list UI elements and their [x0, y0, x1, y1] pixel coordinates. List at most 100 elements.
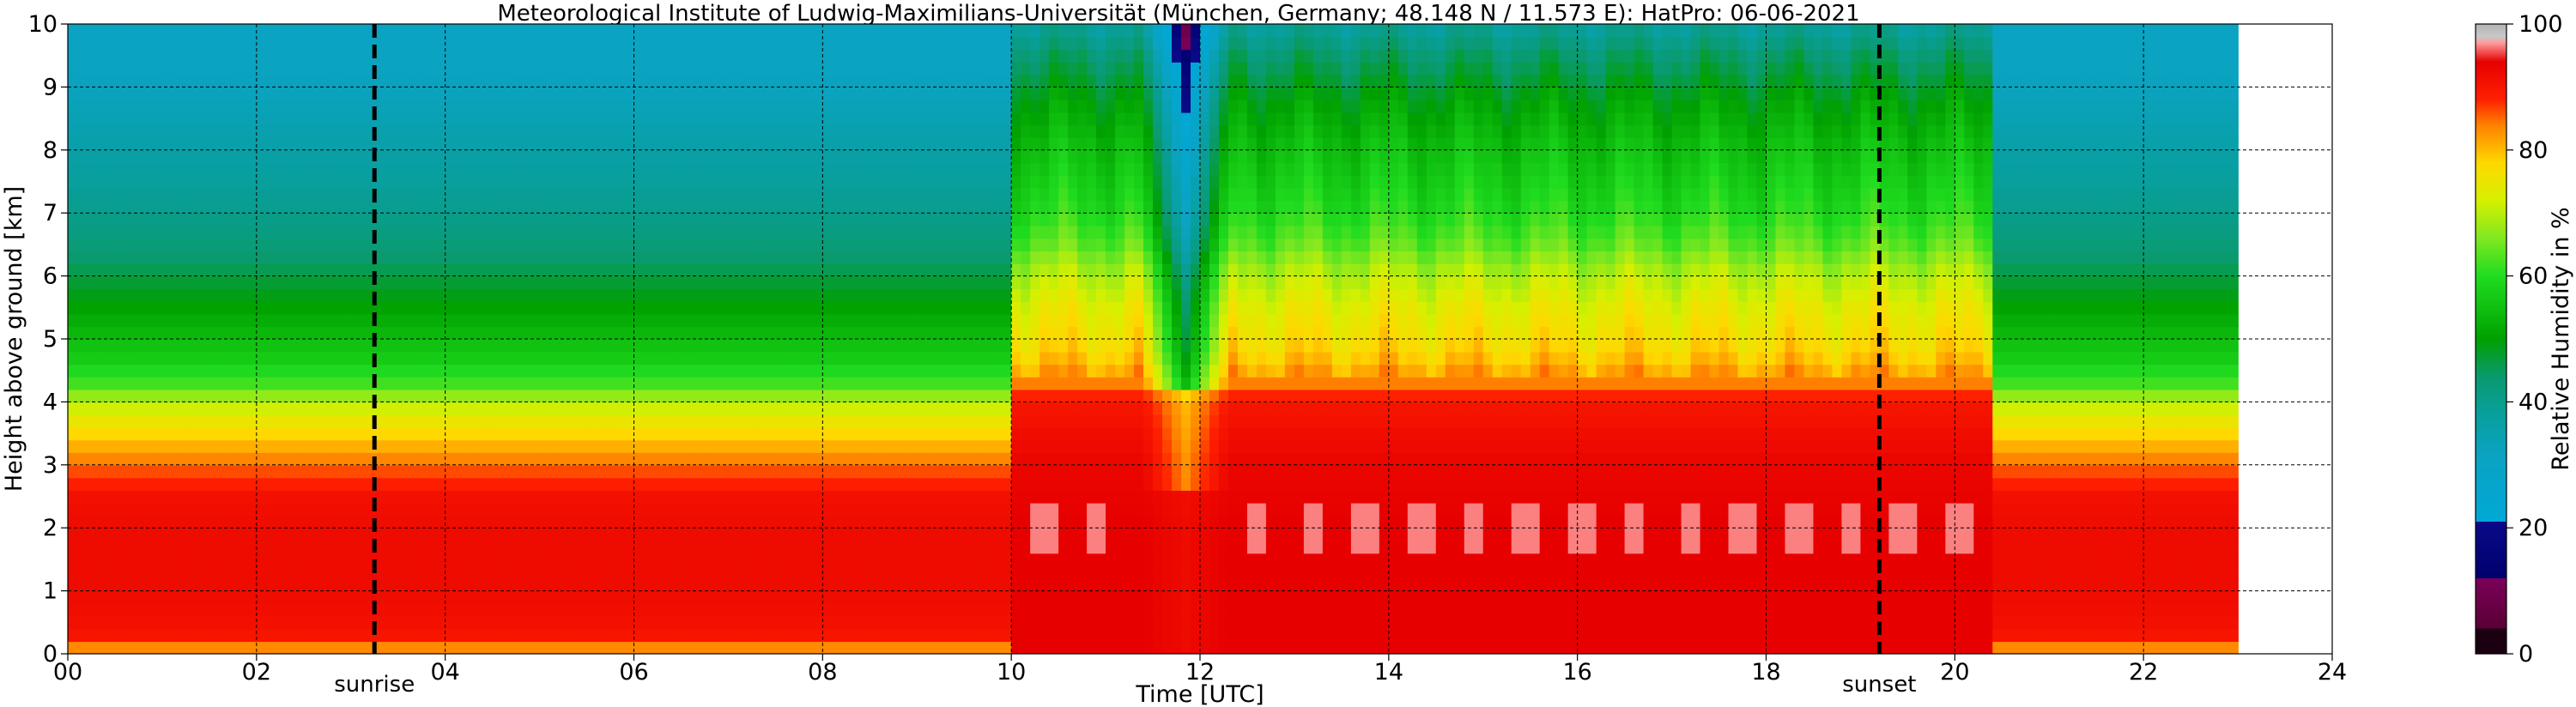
heatmap-cell: [530, 162, 541, 176]
heatmap-cell: [860, 377, 871, 390]
heatmap-cell: [832, 628, 843, 643]
heatmap-cell: [360, 49, 371, 63]
heatmap-cell: [615, 377, 626, 390]
heatmap-cell: [482, 402, 494, 415]
heatmap-cell: [737, 590, 749, 605]
heatmap-cell: [322, 490, 333, 504]
heatmap-cell: [681, 62, 692, 76]
heatmap-cell: [322, 49, 333, 63]
heatmap-cell: [199, 528, 210, 541]
heatmap-cell: [964, 162, 974, 176]
heatmap-cell: [624, 528, 635, 541]
heatmap-cell: [945, 490, 956, 504]
heatmap-cell: [520, 112, 531, 126]
heatmap-cell: [133, 603, 144, 617]
heatmap-cell: [577, 238, 588, 252]
heatmap-cell: [860, 439, 871, 453]
heatmap-cell: [190, 288, 201, 302]
heatmap-cell: [926, 603, 937, 617]
heatmap-cell: [596, 251, 607, 264]
heatmap-cell: [794, 238, 805, 252]
heatmap-cell: [756, 225, 767, 239]
heatmap-cell: [813, 87, 824, 100]
heatmap-cell: [464, 263, 475, 277]
heatmap-cell: [860, 364, 871, 378]
heatmap-cell: [624, 112, 635, 126]
heatmap-cell: [983, 100, 993, 113]
heatmap-cell: [246, 263, 258, 277]
heatmap-cell: [445, 553, 456, 567]
heatmap-cell: [530, 313, 541, 328]
heatmap-cell: [860, 162, 871, 176]
heatmap-cell: [775, 339, 786, 353]
heatmap-cell: [539, 275, 550, 290]
heatmap-cell: [596, 590, 607, 605]
heatmap-cell: [114, 540, 125, 554]
heatmap-cell: [142, 577, 154, 592]
heatmap-cell: [454, 389, 465, 403]
heatmap-cell: [199, 377, 210, 390]
heatmap-cell: [728, 515, 739, 529]
heatmap-cell: [492, 251, 503, 264]
heatmap-cell: [68, 313, 78, 328]
heatmap-cell: [955, 528, 966, 541]
heatmap-cell: [95, 502, 106, 517]
heatmap-cell: [95, 288, 106, 302]
heatmap-cell: [718, 577, 730, 592]
heatmap-cell: [690, 351, 701, 366]
heatmap-cell: [294, 464, 305, 479]
heatmap-cell: [492, 112, 503, 126]
heatmap-cell: [747, 477, 758, 491]
heatmap-cell: [303, 62, 314, 76]
heatmap-cell: [898, 377, 909, 390]
heatmap-cell: [539, 74, 550, 88]
heatmap-cell: [341, 24, 352, 38]
heatmap-cell: [341, 175, 352, 189]
heatmap-cell: [426, 389, 437, 403]
heatmap-cell: [275, 175, 286, 189]
heatmap-cell: [841, 238, 852, 252]
heatmap-cell: [124, 502, 135, 517]
heatmap-cell: [133, 112, 144, 126]
heatmap-cell: [407, 87, 418, 100]
heatmap-cell: [227, 213, 239, 227]
heatmap-cell: [152, 24, 163, 38]
heatmap-cell: [114, 300, 125, 315]
heatmap-cell: [775, 414, 786, 428]
heatmap-cell: [341, 528, 352, 541]
heatmap-cell: [284, 300, 295, 315]
heatmap-cell: [227, 414, 239, 428]
heatmap-cell: [992, 502, 1003, 517]
heatmap-cell: [756, 502, 767, 517]
heatmap-cell: [209, 326, 220, 340]
heatmap-cell: [275, 377, 286, 390]
heatmap-cell: [964, 628, 974, 643]
heatmap-cell: [76, 112, 88, 126]
heatmap-cell: [794, 615, 805, 630]
heatmap-cell: [605, 377, 616, 390]
heatmap-cell: [256, 149, 267, 164]
heatmap-cell: [945, 389, 956, 403]
heatmap-cell: [690, 300, 701, 315]
heatmap-cell: [256, 263, 267, 277]
heatmap-cell: [105, 187, 116, 202]
heatmap-cell: [246, 275, 258, 290]
heatmap-cell: [549, 426, 560, 441]
heatmap-cell: [624, 426, 635, 441]
heatmap-cell: [709, 238, 720, 252]
heatmap-cell: [652, 263, 664, 277]
heatmap-cell: [917, 502, 928, 517]
heatmap-cell: [586, 641, 597, 654]
heatmap-cell: [605, 540, 616, 554]
heatmap-cell: [190, 100, 201, 113]
heatmap-cell: [992, 112, 1003, 126]
heatmap-cell: [907, 641, 918, 654]
heatmap-cell: [615, 124, 626, 138]
heatmap-cell: [397, 528, 409, 541]
heatmap-cell: [227, 515, 239, 529]
heatmap-cell: [841, 225, 852, 239]
heatmap-cell: [350, 577, 361, 592]
heatmap-cell: [237, 464, 248, 479]
heatmap-cell: [558, 439, 569, 453]
heatmap-cell: [860, 553, 871, 567]
